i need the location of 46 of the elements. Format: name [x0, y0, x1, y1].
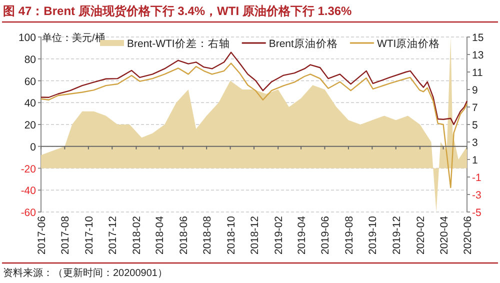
y2-tick-label: 5: [472, 120, 478, 132]
y-tick-label: -40: [20, 185, 36, 198]
line-series: [40, 62, 468, 188]
y2-tick-label: 3: [472, 137, 478, 149]
y2-tick-label: -3: [472, 190, 482, 202]
x-tick-label: 2018-04: [154, 216, 166, 255]
legend-label: Brent原油价格: [268, 37, 338, 50]
x-tick-label: 2019-04: [296, 216, 308, 255]
x-tick-label: 2019-08: [343, 216, 356, 255]
x-tick-label: 2020-04: [438, 216, 450, 255]
x-tick-label: 2018-02: [131, 216, 144, 255]
y-tick-label: 60: [24, 76, 36, 88]
legend-label: Brent-WTI价差：右轴: [127, 37, 230, 50]
x-tick-label: 2017-06: [36, 216, 48, 255]
x-tick-label: 2018-06: [178, 216, 190, 255]
y-tick-label: 100: [18, 32, 36, 44]
y-tick-label: 80: [24, 54, 36, 66]
y2-tick-label: -5: [472, 207, 482, 219]
x-tick-label: 2017-10: [83, 216, 96, 255]
line-series: [40, 52, 468, 126]
y-tick-label: -20: [20, 163, 36, 176]
legend-label: WTI原油价格: [376, 37, 440, 50]
y2-tick-label: 15: [472, 32, 484, 44]
chart-title: 图 47：Brent 原油现货价格下行 3.4%，WTI 原油价格下行 1.36%: [3, 4, 352, 18]
x-tick-label: 2018-12: [249, 216, 261, 255]
x-tick-label: 2017-08: [60, 216, 72, 255]
y2-tick-label: 9: [472, 84, 478, 96]
x-tick-label: 2019-02: [273, 216, 286, 255]
x-tick-label: 2018-08: [202, 216, 214, 255]
x-tick-label: 2017-12: [107, 216, 120, 255]
y2-tick-label: 7: [472, 102, 478, 114]
y-tick-label: -60: [20, 207, 36, 219]
x-tick-label: 2019-12: [390, 216, 403, 255]
y-tick-label: 40: [24, 98, 36, 110]
y-tick-label: 20: [24, 120, 36, 132]
x-tick-label: 2018-10: [225, 216, 238, 255]
y2-tick-label: 11: [472, 67, 484, 79]
x-tick-label: 2019-10: [367, 216, 380, 255]
y-tick-label: 0: [30, 141, 36, 154]
y2-tick-label: 1: [472, 154, 478, 166]
x-tick-label: 2019-06: [320, 216, 332, 255]
x-tick-label: 2020-02: [414, 216, 427, 255]
y2-tick-label: -1: [472, 172, 482, 184]
y2-tick-label: 13: [472, 50, 484, 62]
text: 资料来源：（更新时间：20200901）: [3, 267, 168, 279]
x-tick-label: 2020-06: [462, 216, 474, 255]
